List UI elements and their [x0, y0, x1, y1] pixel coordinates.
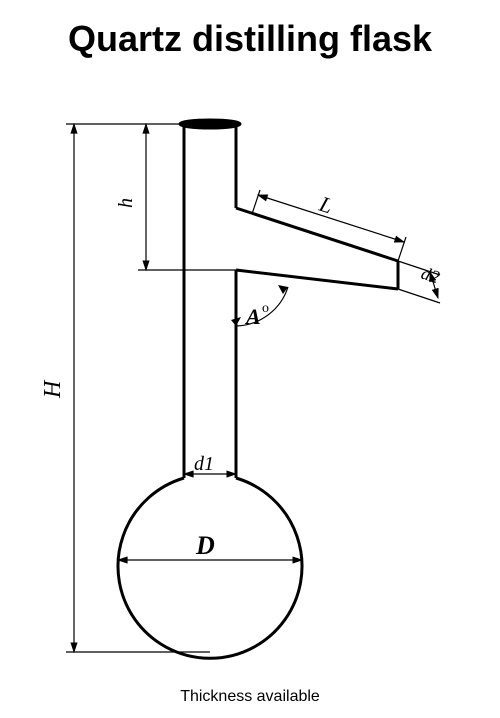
label-H: H: [40, 379, 66, 399]
flask-outline: [118, 120, 398, 658]
dimension-labels: H h d1 D L d2 A o: [40, 191, 442, 560]
label-degree: o: [262, 301, 269, 316]
label-d2: d2: [419, 263, 442, 288]
label-d1: d1: [194, 453, 214, 475]
label-L: L: [316, 191, 336, 219]
flask-diagram: H h d1 D L d2 A o: [0, 98, 500, 698]
footer-text: Thickness available: [0, 688, 500, 706]
label-h: h: [115, 198, 137, 208]
label-A: A: [244, 304, 261, 329]
title-text: Quartz distilling flask: [68, 18, 432, 59]
footer-label: Thickness available: [180, 688, 320, 705]
page-title: Quartz distilling flask: [0, 18, 500, 60]
label-D: D: [195, 531, 215, 560]
